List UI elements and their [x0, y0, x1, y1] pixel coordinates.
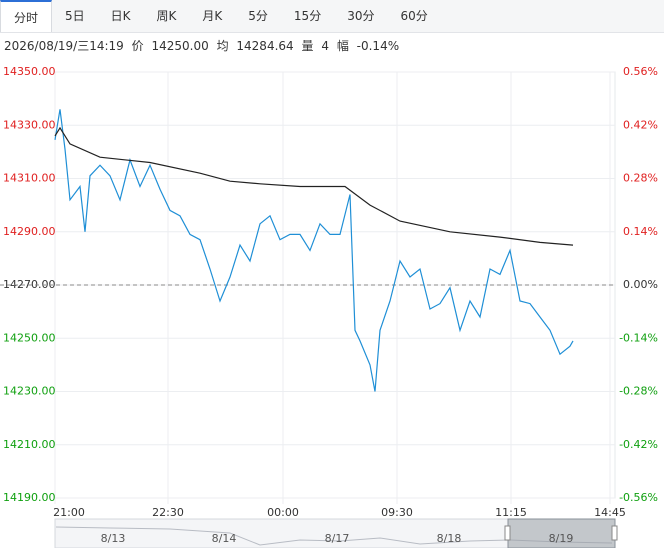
- x-tick-label: 21:00: [53, 506, 85, 519]
- tab[interactable]: 5分: [248, 9, 268, 23]
- y-tick-label: 14330.00: [3, 118, 56, 131]
- y-tick-label: 14290.00: [3, 225, 56, 238]
- navigator-date: 8/19: [549, 532, 574, 545]
- label: 均: [216, 39, 229, 53]
- y2-tick-label: -0.14%: [619, 331, 658, 344]
- range: -0.14%: [356, 39, 400, 53]
- tab[interactable]: 周K: [156, 9, 177, 23]
- volume: 4: [321, 39, 329, 53]
- y-tick-label: 14190.00: [3, 491, 56, 504]
- y-tick-label: 14350.00: [3, 65, 56, 78]
- navigator-date: 8/17: [325, 532, 350, 545]
- label: 幅: [336, 39, 349, 53]
- y2-tick-label: -0.42%: [619, 438, 658, 451]
- label: 价: [131, 39, 144, 53]
- navigator-handle[interactable]: [504, 525, 511, 541]
- y2-tick-label: 0.00%: [623, 278, 658, 291]
- navigator-date: 8/14: [212, 532, 237, 545]
- avg: 14284.64: [236, 39, 294, 53]
- tab[interactable]: 月K: [202, 9, 223, 23]
- tab[interactable]: 5日: [65, 9, 85, 23]
- y-tick-label: 14310.00: [3, 172, 56, 185]
- y2-tick-label: 0.42%: [623, 118, 658, 131]
- price-line: [54, 109, 574, 392]
- datetime: 2026/08/19/三14:19: [4, 39, 124, 53]
- y-tick-label: 14230.00: [3, 385, 56, 398]
- tab-bar: 分时 5日 日K 周K 月K 5分 15分 30分 60分: [0, 0, 664, 33]
- y-tick-label: 14250.00: [3, 331, 56, 344]
- tab[interactable]: 30分: [347, 9, 375, 23]
- label: 量: [301, 39, 314, 53]
- x-tick-label: 14:45: [594, 506, 626, 519]
- price: 14250.00: [151, 39, 209, 53]
- x-tick-label: 00:00: [267, 506, 299, 519]
- tab[interactable]: 60分: [400, 9, 428, 23]
- tab[interactable]: 日K: [110, 9, 131, 23]
- tab[interactable]: 15分: [293, 9, 322, 23]
- navigator-date: 8/18: [437, 532, 462, 545]
- y2-tick-label: 0.28%: [623, 172, 658, 185]
- y2-tick-label: -0.56%: [619, 491, 658, 504]
- x-tick-label: 11:15: [495, 506, 527, 519]
- y2-tick-label: 0.14%: [623, 225, 658, 238]
- x-tick-label: 09:30: [381, 506, 413, 519]
- x-tick-label: 22:30: [152, 506, 184, 519]
- navigator-handle[interactable]: [611, 525, 618, 541]
- tab[interactable]: 分时: [0, 0, 53, 32]
- navigator-date: 8/13: [101, 532, 126, 545]
- y2-tick-label: -0.28%: [619, 385, 658, 398]
- price-line: [54, 126, 574, 246]
- info-line: 2026/08/19/三14:19 价 14250.00 均 14284.64 …: [4, 37, 403, 54]
- y2-tick-label: 0.56%: [623, 65, 658, 78]
- y-tick-label: 14210.00: [3, 438, 56, 451]
